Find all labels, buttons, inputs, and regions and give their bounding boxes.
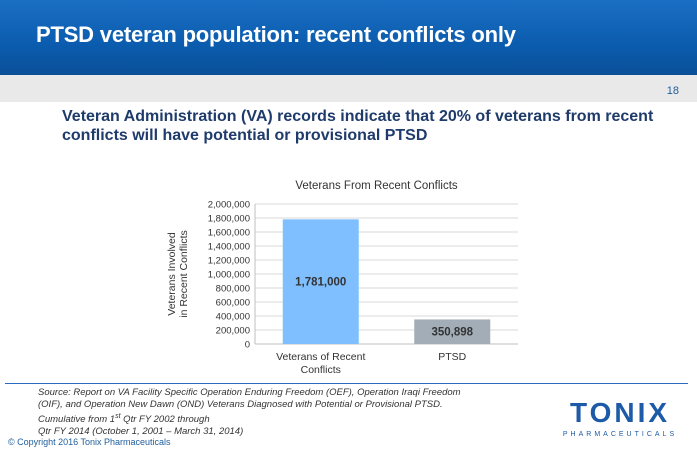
y-tick-label: 200,000 — [216, 326, 250, 337]
chart-title: Veterans From Recent Conflicts — [295, 180, 458, 192]
data-label: 350,898 — [431, 327, 473, 339]
y-tick-label: 1,400,000 — [208, 242, 250, 253]
company-logo: TONIX PHARMACEUTICALS — [560, 397, 680, 445]
bar — [414, 319, 491, 344]
y-axis-title: in Recent Conflicts — [178, 230, 190, 318]
y-tick-label: 1,800,000 — [208, 214, 250, 225]
source-line: Source: Report on VA Facility Specific O… — [38, 387, 461, 398]
bar — [282, 219, 359, 344]
footer-divider — [5, 383, 688, 384]
subheader-band — [0, 75, 697, 102]
page-title: PTSD veteran population: recent conflict… — [36, 22, 516, 47]
y-tick-label: 1,600,000 — [208, 228, 250, 239]
x-tick-label: Conflicts — [301, 364, 341, 376]
y-tick-label: 600,000 — [216, 298, 250, 309]
source-line-prefix: Cumulative from 1 — [38, 414, 116, 426]
source-note: Source: Report on VA Facility Specific O… — [38, 387, 558, 438]
source-line: Qtr FY 2014 (October 1, 2001 – March 31,… — [38, 426, 244, 438]
source-line-suffix: Qtr FY 2002 through — [120, 414, 210, 426]
x-tick-label: Veterans of Recent — [276, 351, 365, 363]
page-number: 18 — [666, 85, 679, 97]
y-tick-label: 2,000,000 — [208, 200, 250, 211]
x-tick-label: PTSD — [438, 351, 466, 363]
logo-tagline: PHARMACEUTICALS — [562, 431, 678, 438]
y-tick-label: 1,200,000 — [208, 256, 250, 267]
source-line: (OIF), and Operation New Dawn (OND) Vete… — [38, 399, 443, 410]
data-label: 1,781,000 — [295, 277, 346, 289]
bar-chart: Veterans From Recent Conflicts 0 200,000 40… — [166, 180, 518, 376]
copyright-notice: © Copyright 2016 Tonix Pharmaceuticals — [8, 437, 171, 447]
y-tick-label: 400,000 — [216, 312, 250, 323]
y-tick-label: 1,000,000 — [208, 270, 250, 281]
source-line: Cumulative from 1st Qtr FY 2002 through — [38, 411, 558, 426]
y-tick-label: 800,000 — [216, 284, 250, 295]
lead-statement: Veteran Administration (VA) records indi… — [62, 108, 654, 144]
source-superscript: st — [115, 413, 121, 420]
y-axis-title: Veterans Involved — [166, 232, 178, 316]
y-tick-label: 0 — [245, 340, 250, 351]
title-bar: PTSD veteran population: recent conflict… — [0, 0, 697, 75]
logo-wordmark: TONIX — [569, 397, 671, 428]
